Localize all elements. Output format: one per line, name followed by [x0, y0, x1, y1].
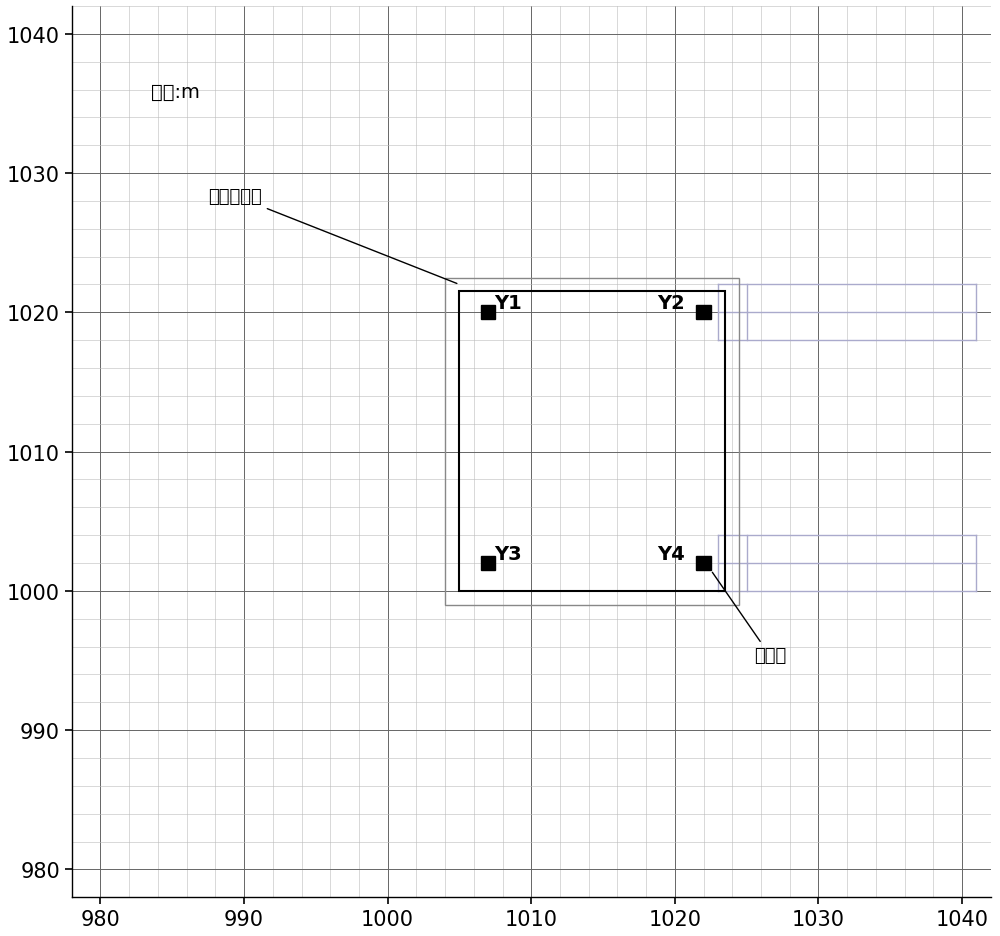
Bar [696, 306, 711, 320]
Text: Y3: Y3 [494, 544, 522, 563]
Bar [445, 278, 739, 606]
Text: 单位:m: 单位:m [151, 82, 200, 101]
Text: Y1: Y1 [494, 294, 522, 313]
Text: Y2: Y2 [658, 294, 685, 313]
Text: 降水井: 降水井 [712, 573, 786, 665]
Text: Y4: Y4 [658, 544, 685, 563]
Bar [481, 557, 495, 570]
Bar [459, 292, 725, 592]
Bar [696, 557, 711, 570]
Text: 地下连续墙: 地下连续墙 [208, 188, 457, 285]
Bar [481, 306, 495, 320]
